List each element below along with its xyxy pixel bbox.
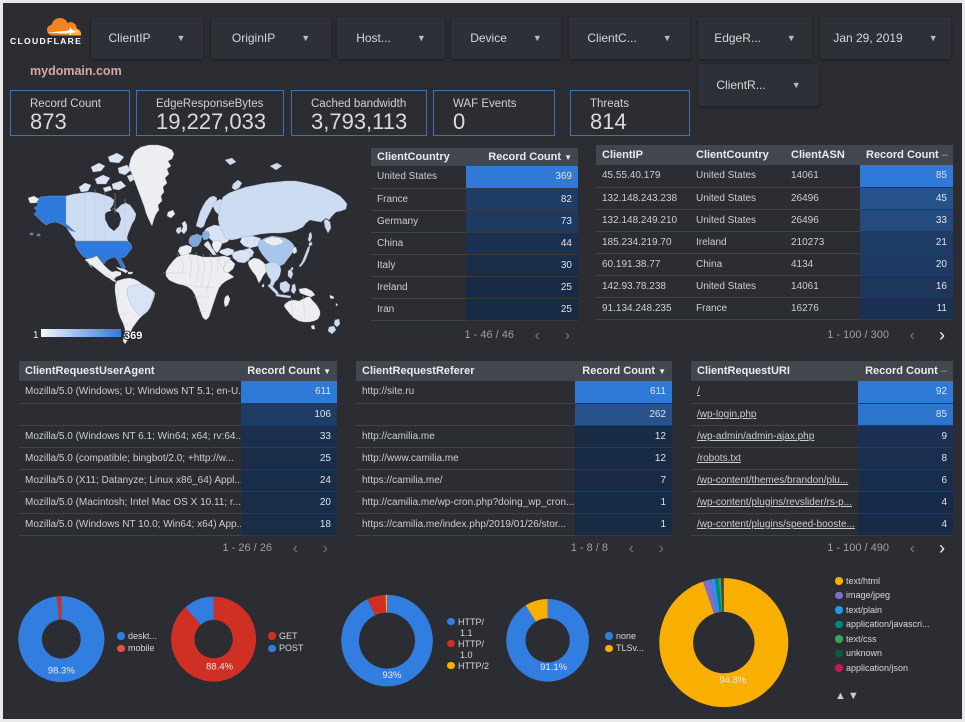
svg-text:88.4%: 88.4% [206, 662, 233, 673]
svg-text:98.3%: 98.3% [48, 666, 75, 677]
svg-text:93%: 93% [382, 670, 402, 681]
svg-text:91.1%: 91.1% [540, 662, 567, 673]
svg-text:369: 369 [124, 330, 142, 342]
svg-text:CLOUDFLARE: CLOUDFLARE [10, 36, 82, 46]
svg-text:94.8%: 94.8% [719, 675, 746, 686]
svg-text:1: 1 [33, 330, 39, 341]
